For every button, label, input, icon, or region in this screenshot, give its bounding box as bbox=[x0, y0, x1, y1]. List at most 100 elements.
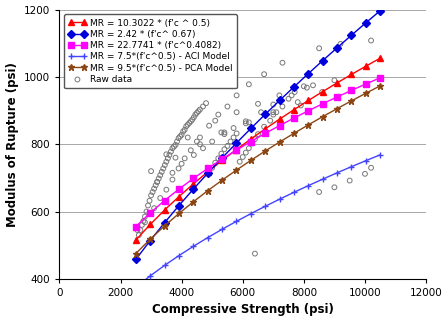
Raw data bbox=[248, 141, 255, 146]
Raw data bbox=[161, 163, 168, 168]
Raw data bbox=[166, 152, 173, 157]
Raw data bbox=[206, 170, 213, 175]
MR = 10.3022 * (f'c ^ 0.5) bbox=[349, 72, 354, 76]
Raw data bbox=[184, 135, 191, 140]
MR = 2.42 * (f'c^ 0.67) bbox=[147, 239, 153, 242]
MR = 7.5*(f'c^0.5) - ACI Model bbox=[363, 159, 369, 163]
Raw data bbox=[177, 134, 184, 139]
MR = 22.7741 * (f'c^0.4082) bbox=[378, 76, 383, 80]
Raw data bbox=[367, 38, 375, 43]
Raw data bbox=[245, 82, 252, 87]
Raw data bbox=[192, 112, 199, 117]
MR = 10.3022 * (f'c ^ 0.5) bbox=[248, 137, 254, 141]
Raw data bbox=[181, 156, 188, 161]
MR = 2.42 * (f'c^ 0.67) bbox=[133, 258, 138, 261]
MR = 22.7741 * (f'c^0.4082) bbox=[363, 82, 369, 86]
Raw data bbox=[163, 187, 170, 192]
MR = 2.42 * (f'c^ 0.67) bbox=[220, 156, 225, 160]
MR = 9.5*(f'c^0.5) - PCA Model bbox=[291, 131, 297, 135]
MR = 22.7741 * (f'c^0.4082) bbox=[320, 102, 325, 106]
MR = 2.42 * (f'c^ 0.67) bbox=[363, 21, 369, 25]
Raw data bbox=[178, 132, 185, 137]
MR = 10.3022 * (f'c ^ 0.5) bbox=[147, 223, 153, 226]
Raw data bbox=[169, 170, 176, 175]
MR = 7.5*(f'c^0.5) - ACI Model bbox=[291, 190, 297, 194]
MR = 7.5*(f'c^0.5) - ACI Model bbox=[349, 165, 354, 169]
MR = 2.42 * (f'c^ 0.67) bbox=[205, 171, 211, 175]
Raw data bbox=[137, 227, 144, 232]
Raw data bbox=[254, 101, 262, 106]
Raw data bbox=[183, 124, 190, 129]
Raw data bbox=[251, 251, 258, 256]
Raw data bbox=[170, 144, 177, 149]
Raw data bbox=[230, 126, 237, 131]
MR = 22.7741 * (f'c^0.4082) bbox=[162, 199, 167, 203]
Raw data bbox=[134, 227, 141, 232]
MR = 22.7741 * (f'c^0.4082) bbox=[263, 131, 268, 135]
MR = 22.7741 * (f'c^0.4082) bbox=[334, 95, 340, 99]
MR = 10.3022 * (f'c ^ 0.5) bbox=[306, 99, 311, 102]
MR = 10.3022 * (f'c ^ 0.5) bbox=[263, 127, 268, 131]
MR = 9.5*(f'c^0.5) - PCA Model bbox=[147, 237, 153, 241]
MR = 22.7741 * (f'c^0.4082) bbox=[176, 187, 181, 191]
MR = 22.7741 * (f'c^0.4082) bbox=[306, 109, 311, 113]
MR = 22.7741 * (f'c^0.4082) bbox=[277, 124, 282, 128]
MR = 7.5*(f'c^0.5) - ACI Model bbox=[378, 153, 383, 157]
Raw data bbox=[285, 96, 292, 101]
MR = 9.5*(f'c^0.5) - PCA Model bbox=[349, 99, 354, 103]
MR = 2.42 * (f'c^ 0.67) bbox=[349, 33, 354, 37]
Raw data bbox=[254, 131, 262, 137]
MR = 10.3022 * (f'c ^ 0.5) bbox=[176, 195, 181, 199]
Raw data bbox=[224, 143, 231, 148]
Raw data bbox=[190, 115, 198, 120]
Raw data bbox=[224, 104, 231, 109]
Raw data bbox=[159, 166, 167, 171]
Raw data bbox=[310, 83, 317, 88]
Raw data bbox=[236, 159, 243, 164]
Raw data bbox=[135, 232, 142, 238]
Raw data bbox=[221, 147, 228, 152]
Line: MR = 7.5*(f'c^0.5) - ACI Model: MR = 7.5*(f'c^0.5) - ACI Model bbox=[132, 151, 383, 291]
Raw data bbox=[331, 185, 338, 190]
MR = 2.42 * (f'c^ 0.67) bbox=[263, 112, 268, 116]
Raw data bbox=[337, 41, 344, 46]
Raw data bbox=[187, 119, 194, 124]
Raw data bbox=[196, 142, 203, 147]
MR = 7.5*(f'c^0.5) - ACI Model bbox=[190, 244, 196, 248]
Raw data bbox=[193, 110, 200, 116]
MR = 10.3022 * (f'c ^ 0.5) bbox=[162, 208, 167, 212]
MR = 9.5*(f'c^0.5) - PCA Model bbox=[306, 123, 311, 127]
Raw data bbox=[251, 137, 258, 142]
MR = 9.5*(f'c^0.5) - PCA Model bbox=[334, 107, 340, 110]
MR = 9.5*(f'c^0.5) - PCA Model bbox=[234, 168, 239, 172]
MR = 7.5*(f'c^0.5) - ACI Model bbox=[176, 254, 181, 258]
Raw data bbox=[233, 131, 240, 136]
MR = 22.7741 * (f'c^0.4082) bbox=[220, 157, 225, 161]
Raw data bbox=[267, 118, 274, 123]
MR = 22.7741 * (f'c^0.4082) bbox=[291, 116, 297, 120]
MR = 10.3022 * (f'c ^ 0.5) bbox=[190, 182, 196, 186]
Line: MR = 2.42 * (f'c^ 0.67): MR = 2.42 * (f'c^ 0.67) bbox=[133, 8, 383, 262]
Raw data bbox=[187, 148, 194, 153]
MR = 10.3022 * (f'c ^ 0.5) bbox=[378, 56, 383, 60]
Raw data bbox=[331, 78, 338, 83]
Raw data bbox=[319, 90, 326, 95]
MR = 2.42 * (f'c^ 0.67) bbox=[190, 187, 196, 191]
Raw data bbox=[239, 155, 246, 160]
MR = 7.5*(f'c^0.5) - ACI Model bbox=[277, 197, 282, 201]
Raw data bbox=[367, 165, 375, 170]
Raw data bbox=[215, 112, 222, 117]
Raw data bbox=[233, 110, 240, 115]
MR = 7.5*(f'c^0.5) - ACI Model bbox=[306, 184, 311, 187]
Raw data bbox=[180, 129, 187, 134]
Raw data bbox=[209, 165, 216, 170]
Raw data bbox=[190, 152, 198, 157]
Raw data bbox=[206, 123, 213, 128]
Raw data bbox=[169, 146, 176, 151]
Raw data bbox=[202, 100, 210, 106]
Raw data bbox=[362, 171, 369, 176]
Raw data bbox=[218, 130, 225, 135]
Raw data bbox=[142, 220, 149, 225]
Raw data bbox=[242, 121, 250, 126]
Raw data bbox=[152, 183, 159, 188]
